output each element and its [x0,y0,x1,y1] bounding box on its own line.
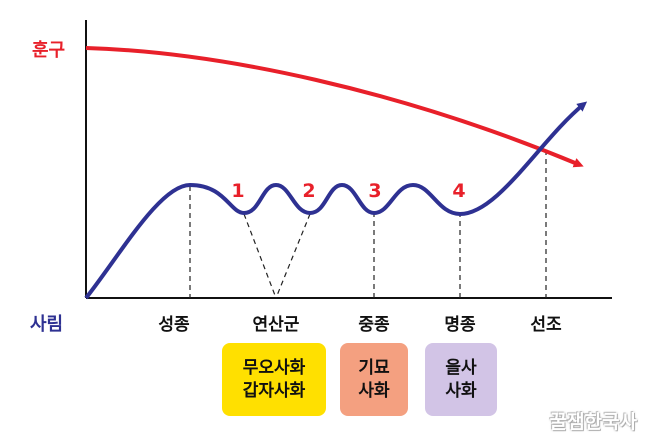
axis-labels: 성종 연산군 중종 명종 선조 [158,315,562,335]
sarim-curve [84,101,588,300]
axis-label-jungjong: 중종 [358,315,390,335]
axis-label-seonjo: 선조 [530,315,562,335]
purge-box-line: 사화 [358,380,390,401]
purge-box-line: 갑자사화 [242,380,306,401]
hungu-curve [85,46,584,168]
sarim-label: 사림 [30,314,63,335]
dashed-guides [189,150,547,299]
axis-label-myeongjong: 명종 [444,315,476,335]
purge-box-line: 사화 [445,380,477,401]
purge-box-eulsa: 을사 사화 [425,343,497,416]
axis-label-seongjong: 성종 [158,315,190,335]
axis-label-yeonsangun: 연산군 [253,315,300,335]
event-number-2: 2 [302,180,315,202]
purge-box-line: 을사 [445,357,477,378]
purge-box-line: 기묘 [358,357,390,378]
purge-box-line: 무오사화 [242,357,306,378]
purge-box-gimyo: 기묘 사화 [340,343,408,416]
event-number-1: 1 [231,180,244,202]
watermark: 꿀잼한국사 [549,411,637,433]
purge-box-muo-gapja: 무오사화 갑자사화 [222,343,326,416]
event-numbers: 1 2 3 4 [231,180,465,202]
hungu-label: 훈구 [32,39,65,61]
event-number-3: 3 [368,180,381,202]
event-number-4: 4 [452,180,465,202]
